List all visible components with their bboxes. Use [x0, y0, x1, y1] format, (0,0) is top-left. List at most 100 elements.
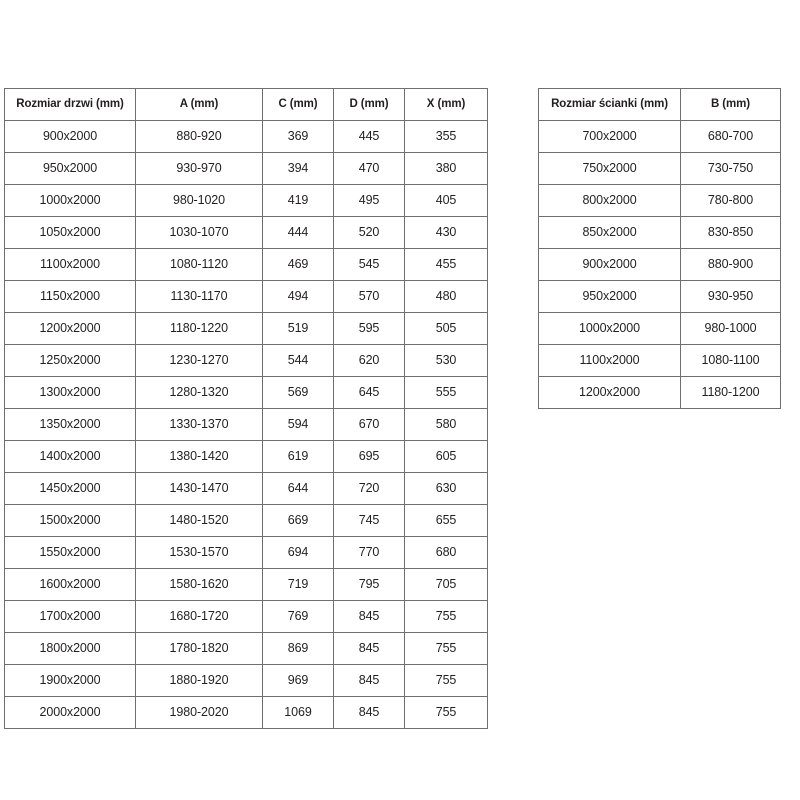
cell-d: 570 [333, 280, 405, 313]
cell-b: 680-700 [680, 120, 781, 153]
cell-door-size: 1150x2000 [4, 280, 136, 313]
cell-b: 730-750 [680, 152, 781, 185]
cell-a: 880-920 [135, 120, 263, 153]
cell-door-size: 1100x2000 [4, 248, 136, 281]
table-row: 850x2000 830-850 [538, 216, 781, 249]
cell-d: 495 [333, 184, 405, 217]
cell-x: 455 [404, 248, 488, 281]
table-row: 900x2000 880-900 [538, 248, 781, 281]
cell-x: 605 [404, 440, 488, 473]
cell-door-size: 1200x2000 [4, 312, 136, 345]
wall-panel-size-table: Rozmiar ścianki (mm) B (mm) 700x2000 680… [538, 88, 781, 409]
cell-c: 719 [262, 568, 334, 601]
cell-b: 880-900 [680, 248, 781, 281]
cell-d: 845 [333, 600, 405, 633]
cell-door-size: 900x2000 [4, 120, 136, 153]
cell-x: 755 [404, 600, 488, 633]
cell-d: 745 [333, 504, 405, 537]
cell-d: 770 [333, 536, 405, 569]
table-row: 1350x2000 1330-1370 594 670 580 [4, 408, 488, 441]
cell-wall-size: 800x2000 [538, 184, 681, 217]
cell-d: 720 [333, 472, 405, 505]
cell-door-size: 1500x2000 [4, 504, 136, 537]
cell-d: 845 [333, 632, 405, 665]
cell-wall-size: 850x2000 [538, 216, 681, 249]
cell-d: 645 [333, 376, 405, 409]
cell-c: 619 [262, 440, 334, 473]
cell-c: 669 [262, 504, 334, 537]
wall-table-body: 700x2000 680-700 750x2000 730-750 800x20… [538, 120, 781, 409]
door-size-table: Rozmiar drzwi (mm) A (mm) C (mm) D (mm) … [4, 88, 488, 729]
cell-wall-size: 750x2000 [538, 152, 681, 185]
cell-a: 1530-1570 [135, 536, 263, 569]
cell-a: 1380-1420 [135, 440, 263, 473]
cell-a: 1880-1920 [135, 664, 263, 697]
column-header-b: B (mm) [680, 88, 781, 121]
cell-wall-size: 1200x2000 [538, 376, 681, 409]
cell-door-size: 1050x2000 [4, 216, 136, 249]
column-header-a: A (mm) [135, 88, 263, 121]
table-row: 1100x2000 1080-1120 469 545 455 [4, 248, 488, 281]
cell-c: 1069 [262, 696, 334, 729]
cell-a: 1980-2020 [135, 696, 263, 729]
cell-door-size: 1550x2000 [4, 536, 136, 569]
cell-b: 830-850 [680, 216, 781, 249]
table-row: 900x2000 880-920 369 445 355 [4, 120, 488, 153]
cell-a: 1130-1170 [135, 280, 263, 313]
cell-d: 595 [333, 312, 405, 345]
cell-c: 644 [262, 472, 334, 505]
cell-c: 769 [262, 600, 334, 633]
cell-wall-size: 1000x2000 [538, 312, 681, 345]
cell-x: 480 [404, 280, 488, 313]
table-row: 1550x2000 1530-1570 694 770 680 [4, 536, 488, 569]
column-header-x: X (mm) [404, 88, 488, 121]
table-row: 1200x2000 1180-1220 519 595 505 [4, 312, 488, 345]
table-header-row: Rozmiar drzwi (mm) A (mm) C (mm) D (mm) … [4, 88, 488, 121]
cell-wall-size: 1100x2000 [538, 344, 681, 377]
table-row: 1500x2000 1480-1520 669 745 655 [4, 504, 488, 537]
cell-x: 630 [404, 472, 488, 505]
cell-a: 1780-1820 [135, 632, 263, 665]
table-row: 2000x2000 1980-2020 1069 845 755 [4, 696, 488, 729]
cell-x: 380 [404, 152, 488, 185]
cell-wall-size: 900x2000 [538, 248, 681, 281]
cell-d: 520 [333, 216, 405, 249]
cell-a: 1280-1320 [135, 376, 263, 409]
cell-a: 980-1020 [135, 184, 263, 217]
cell-x: 430 [404, 216, 488, 249]
table-row: 1450x2000 1430-1470 644 720 630 [4, 472, 488, 505]
column-header-c: C (mm) [262, 88, 334, 121]
cell-a: 1680-1720 [135, 600, 263, 633]
cell-a: 1080-1120 [135, 248, 263, 281]
cell-c: 969 [262, 664, 334, 697]
cell-door-size: 950x2000 [4, 152, 136, 185]
cell-a: 1430-1470 [135, 472, 263, 505]
cell-a: 1180-1220 [135, 312, 263, 345]
cell-x: 755 [404, 664, 488, 697]
cell-d: 470 [333, 152, 405, 185]
table-row: 1300x2000 1280-1320 569 645 555 [4, 376, 488, 409]
cell-c: 694 [262, 536, 334, 569]
door-table-body: 900x2000 880-920 369 445 355 950x2000 93… [4, 120, 488, 729]
table-row: 950x2000 930-950 [538, 280, 781, 313]
cell-c: 444 [262, 216, 334, 249]
cell-door-size: 1600x2000 [4, 568, 136, 601]
cell-door-size: 2000x2000 [4, 696, 136, 729]
cell-x: 555 [404, 376, 488, 409]
table-row: 700x2000 680-700 [538, 120, 781, 153]
cell-d: 620 [333, 344, 405, 377]
table-row: 950x2000 930-970 394 470 380 [4, 152, 488, 185]
cell-a: 930-970 [135, 152, 263, 185]
table-row: 1900x2000 1880-1920 969 845 755 [4, 664, 488, 697]
cell-b: 780-800 [680, 184, 781, 217]
table-row: 1050x2000 1030-1070 444 520 430 [4, 216, 488, 249]
cell-x: 755 [404, 696, 488, 729]
cell-c: 369 [262, 120, 334, 153]
table-row: 1000x2000 980-1000 [538, 312, 781, 345]
cell-c: 469 [262, 248, 334, 281]
table-row: 800x2000 780-800 [538, 184, 781, 217]
cell-door-size: 1250x2000 [4, 344, 136, 377]
cell-x: 405 [404, 184, 488, 217]
cell-door-size: 1400x2000 [4, 440, 136, 473]
